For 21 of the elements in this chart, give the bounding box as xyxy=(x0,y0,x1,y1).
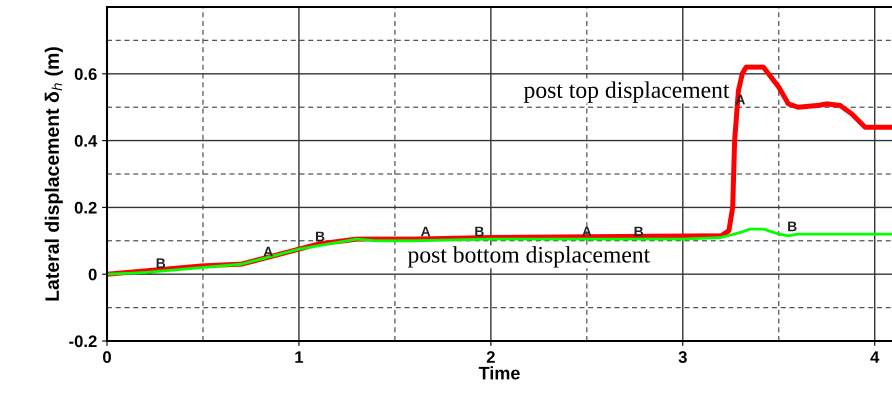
y-tick-label: 0 xyxy=(88,268,97,280)
x-axis-title: Time xyxy=(478,366,520,380)
series-label: post bottom displacement xyxy=(408,246,650,268)
x-tick-label: 2 xyxy=(486,351,495,363)
annotation: B xyxy=(156,258,166,268)
annotation: B xyxy=(316,232,324,242)
x-tick-label: 0 xyxy=(103,351,111,363)
series-label: post top displacement xyxy=(524,81,730,103)
annotation: A xyxy=(264,246,273,256)
y-tick-label: 0.6 xyxy=(74,68,97,80)
annotation: B xyxy=(788,222,797,232)
annotation: A xyxy=(420,226,430,236)
y-axis-title: Lateral displacement δ$_{h}$ (m) xyxy=(44,47,63,301)
x-tick-label: 3 xyxy=(678,351,687,363)
annotation: A xyxy=(582,226,592,236)
y-tick-label: 0.4 xyxy=(74,135,98,147)
y-tick-label: -0.2 xyxy=(69,335,97,348)
y-tick-label: 0.2 xyxy=(74,202,97,214)
x-tick-label: 4 xyxy=(870,351,880,363)
annotation: B xyxy=(475,226,484,236)
x-tick-label: 1 xyxy=(295,351,304,363)
